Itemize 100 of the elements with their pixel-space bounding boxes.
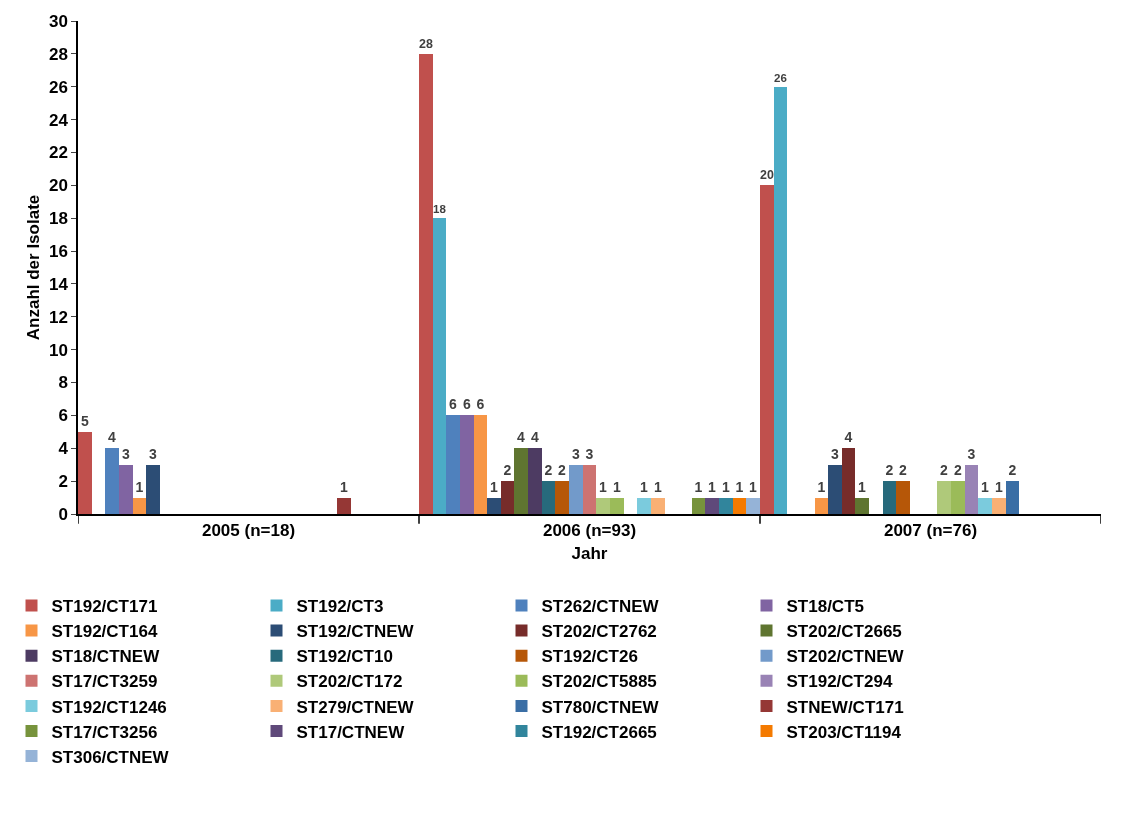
data-label: 2: [1008, 462, 1017, 478]
data-label: 2: [940, 462, 948, 478]
bar: [583, 465, 596, 514]
bar: [855, 498, 869, 514]
data-label: 1: [858, 479, 866, 495]
legend-label: ST780/CTNEW: [541, 697, 660, 717]
bar: [746, 498, 760, 514]
legend-label: ST202/CT2665: [786, 622, 902, 642]
y-tick-label: 4: [58, 439, 69, 459]
legend-label: ST192/CT164: [51, 622, 158, 642]
bar: [569, 465, 583, 514]
bar: [1006, 481, 1019, 514]
bar: [937, 481, 951, 514]
bar: [433, 218, 446, 514]
data-label: 1: [995, 479, 1003, 495]
legend-label: ST17/CT3259: [51, 672, 158, 692]
data-label: 2: [544, 462, 553, 478]
data-label: 4: [844, 429, 853, 445]
legend-label: ST18/CTNEW: [51, 647, 161, 667]
bar: [419, 54, 433, 514]
data-label: 2: [899, 462, 907, 478]
data-label: 1: [490, 479, 498, 495]
bar: [146, 465, 160, 514]
bar: [692, 498, 705, 514]
legend-label: ST203/CT1194: [786, 722, 902, 742]
bar: [596, 498, 610, 514]
bar: [883, 481, 896, 514]
data-label: 3: [967, 446, 976, 462]
data-label: 4: [531, 429, 539, 445]
data-label: 3: [149, 446, 157, 462]
data-label: 4: [517, 429, 525, 445]
bar: [501, 481, 514, 514]
legend-label: ST192/CT2665: [541, 722, 657, 742]
bar: [610, 498, 624, 514]
bar: [78, 432, 92, 514]
data-label: 3: [572, 446, 580, 462]
bar: [337, 498, 351, 514]
y-tick-label: 0: [58, 504, 68, 524]
bar: [965, 465, 978, 514]
bar: [733, 498, 746, 514]
legend-label: ST192/CT3: [296, 597, 384, 617]
bar: [514, 448, 528, 514]
data-label: 20: [760, 168, 774, 183]
bar: [651, 498, 665, 514]
data-label: 1: [694, 479, 703, 495]
legend-label: ST192/CT10: [296, 647, 393, 667]
y-tick-label: 30: [48, 11, 68, 31]
data-label: 1: [135, 479, 144, 495]
data-label: 1: [981, 479, 989, 495]
data-label: 3: [585, 446, 594, 462]
legend-label: ST279/CTNEW: [296, 697, 415, 717]
data-label: 28: [419, 37, 433, 52]
bar: [474, 415, 487, 514]
data-label: 2: [954, 462, 962, 478]
y-tick-label: 2: [58, 472, 68, 492]
legend-label: ST192/CT1246: [51, 697, 167, 717]
data-label: 1: [599, 479, 607, 495]
bar: [460, 415, 474, 514]
data-label: 2: [885, 462, 894, 478]
y-tick-label: 22: [48, 143, 68, 163]
legend-label: ST17/CT3256: [51, 722, 158, 742]
bar: [842, 448, 855, 514]
data-label: 1: [708, 479, 716, 495]
bar: [828, 465, 842, 514]
y-tick-label: 6: [58, 406, 68, 426]
bar: [446, 415, 460, 514]
y-tick-label: 20: [48, 176, 68, 196]
y-tick-label: 16: [48, 242, 68, 262]
bar: [815, 498, 828, 514]
bar: [528, 448, 542, 514]
x-axis-title: Jahr: [571, 544, 608, 564]
legend-label: ST192/CT26: [541, 647, 638, 667]
legend-label: ST192/CTNEW: [296, 622, 415, 642]
x-tick-label: 2007 (n=76): [883, 521, 978, 541]
bar: [487, 498, 501, 514]
y-tick-label: 14: [48, 274, 69, 294]
legend-label: ST262/CTNEW: [541, 597, 660, 617]
data-label: 1: [640, 479, 648, 495]
data-label: 1: [749, 479, 757, 495]
data-label: 1: [735, 479, 744, 495]
bar: [719, 498, 733, 514]
legend-label: ST306/CTNEW: [51, 747, 170, 767]
data-label: 18: [433, 202, 447, 215]
data-label: 3: [831, 446, 839, 462]
bar: [760, 185, 774, 514]
legend-label: ST202/CT5885: [541, 672, 657, 692]
legend-label: ST202/CT172: [296, 672, 403, 692]
data-label: 6: [476, 396, 485, 412]
bar: [105, 448, 119, 514]
bar: [119, 465, 133, 514]
y-tick-label: 8: [58, 373, 68, 393]
data-label: 6: [449, 396, 457, 412]
data-label: 3: [122, 446, 130, 462]
data-label: 5: [81, 413, 89, 429]
x-tick-label: 2006 (n=93): [542, 521, 637, 541]
bar: [637, 498, 651, 514]
y-tick-label: 28: [48, 44, 68, 64]
legend-label: ST202/CTNEW: [786, 647, 905, 667]
bar: [992, 498, 1006, 514]
bar: [774, 87, 787, 514]
